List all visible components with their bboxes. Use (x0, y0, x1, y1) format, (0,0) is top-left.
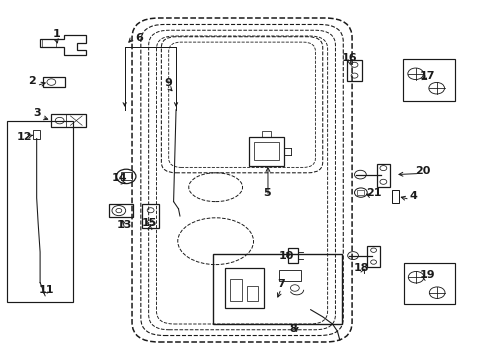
Text: 16: 16 (341, 53, 357, 63)
Bar (33, 130, 40, 139)
Bar (43, 77, 65, 87)
Bar (212, 254, 342, 324)
Text: 6: 6 (135, 33, 143, 43)
Text: 5: 5 (262, 188, 270, 198)
Text: 3: 3 (33, 108, 41, 118)
Text: 2: 2 (28, 76, 36, 86)
Text: 12: 12 (17, 132, 32, 142)
Text: 10: 10 (278, 251, 293, 261)
Text: 20: 20 (414, 166, 430, 176)
Bar (254, 142, 278, 160)
Bar (357, 190, 364, 195)
Bar (366, 246, 380, 267)
Text: 21: 21 (366, 188, 381, 198)
Bar (121, 172, 131, 180)
Bar (51, 114, 85, 127)
Text: 15: 15 (141, 218, 157, 228)
Bar (7, 121, 73, 302)
Bar (109, 204, 133, 217)
Text: 4: 4 (408, 191, 416, 201)
Bar (41, 39, 56, 47)
Bar (278, 270, 300, 281)
Bar (287, 248, 298, 263)
Text: 19: 19 (419, 270, 435, 280)
Text: 14: 14 (112, 173, 127, 183)
Bar (261, 131, 271, 137)
Text: 11: 11 (39, 285, 54, 295)
Bar (249, 137, 283, 166)
Bar (403, 59, 454, 101)
Bar (391, 190, 398, 203)
Text: 1: 1 (52, 29, 60, 39)
Text: 18: 18 (353, 263, 369, 273)
Text: 9: 9 (164, 78, 172, 88)
Bar (224, 268, 264, 308)
Bar (376, 164, 389, 187)
Text: 7: 7 (277, 279, 285, 289)
Bar (346, 60, 361, 81)
Bar (142, 204, 159, 228)
Text: 13: 13 (117, 220, 132, 230)
Bar (403, 263, 454, 304)
Bar (229, 279, 242, 301)
Bar (246, 286, 257, 301)
Text: 17: 17 (419, 71, 435, 81)
Text: 8: 8 (289, 324, 297, 334)
